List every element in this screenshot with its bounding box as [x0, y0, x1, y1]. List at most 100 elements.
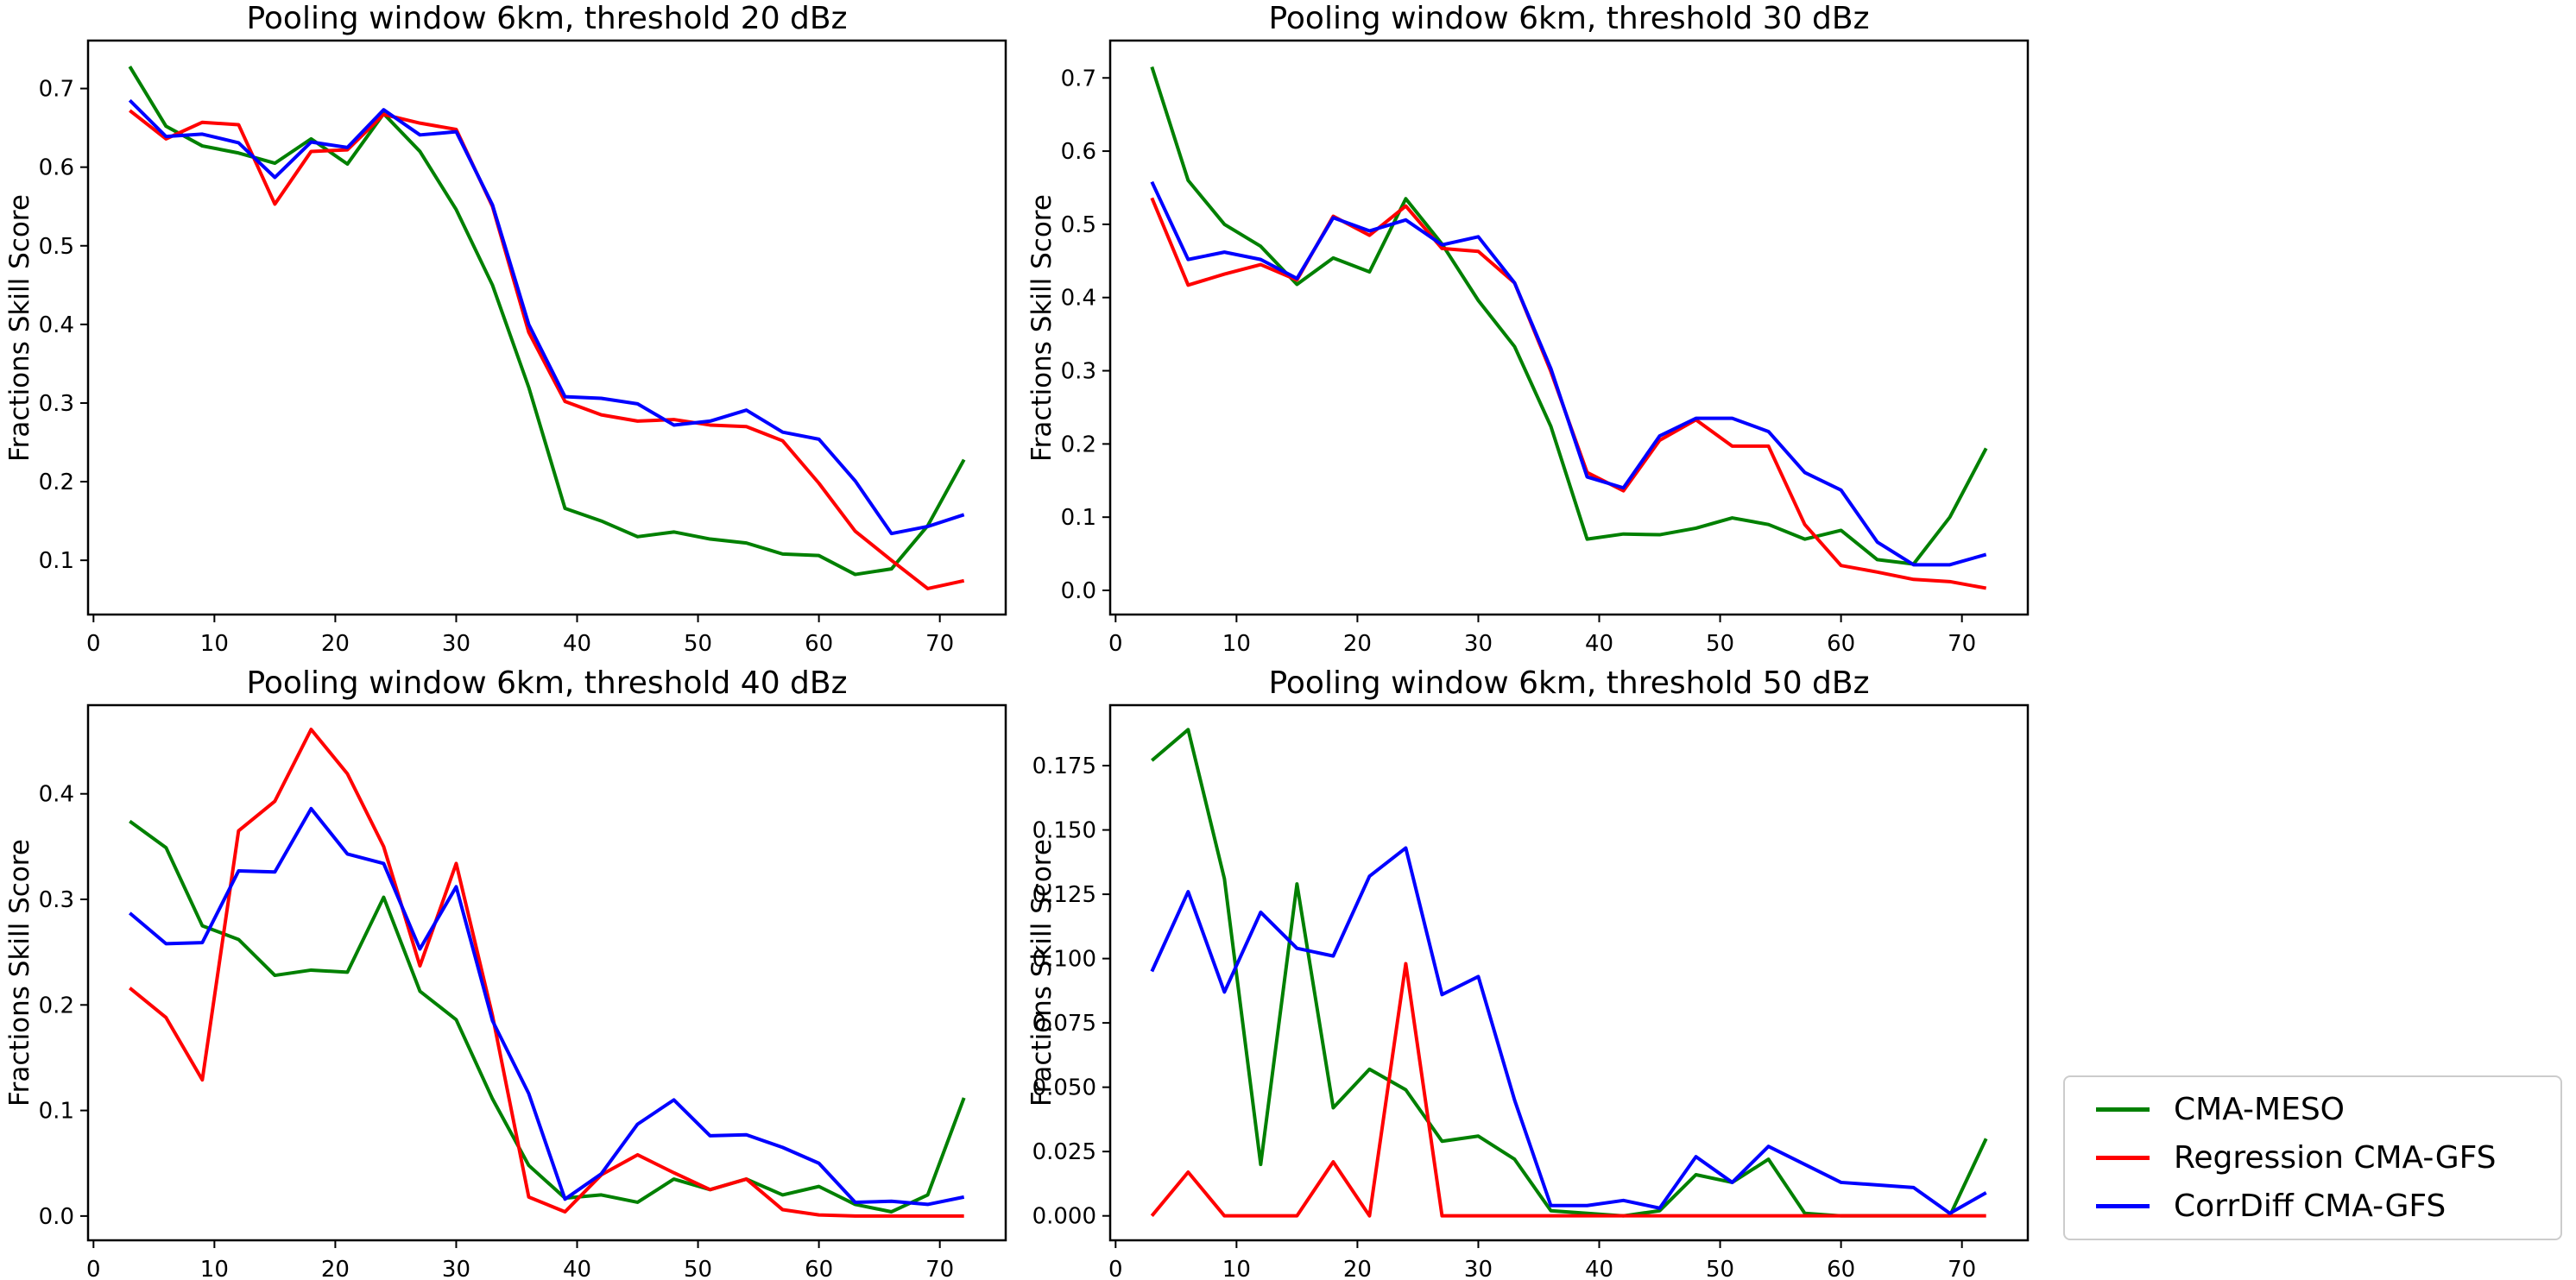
line-chart-threshold-30dbz: 0 10 20 30 40 50 60 70 0.0 0.1 0.2 0.3 0.4 0.5 0.6 0.7: [1061, 39, 2030, 657]
y-tick-label: 0.1: [1061, 505, 1096, 531]
x-tick-label: 50: [1706, 1257, 1734, 1280]
y-tick-label: 0.150: [1032, 818, 1096, 844]
y-tick-label: 0.1: [39, 548, 74, 574]
y-tick-label: 0.4: [39, 312, 74, 338]
x-tick-label: 10: [200, 1257, 229, 1280]
subplot-threshold-20dbz: Pooling window 6km, threshold 20 dBz Fra…: [4, 1, 1007, 657]
legend: CMA-MESO Regression CMA-GFS CorrDiff CMA…: [2063, 1075, 2562, 1240]
y-tick-label: 0.050: [1032, 1075, 1096, 1101]
x-tick-label: 40: [563, 631, 591, 657]
series-line-regression-cma-gfs: [1150, 197, 1987, 590]
plot-title: Pooling window 6km, threshold 40 dBz: [246, 665, 848, 701]
y-tick-label: 0.7: [1061, 66, 1096, 91]
y-tick-label: 0.2: [39, 993, 74, 1018]
y-tick-label: 0.3: [1061, 359, 1096, 385]
x-tick-label: 0: [86, 631, 101, 657]
axes-frame: [1108, 39, 2030, 616]
y-axis-label: Fractions Skill Score: [1026, 193, 1058, 462]
y-tick-label: 0.4: [39, 782, 74, 808]
subplot-threshold-30dbz: Pooling window 6km, threshold 30 dBz Fra…: [1026, 1, 2030, 657]
x-tick-label: 30: [442, 1257, 470, 1280]
x-tick-label: 20: [321, 1257, 350, 1280]
y-tick-label: 0.4: [1061, 286, 1096, 312]
x-tick-label: 60: [1827, 1257, 1855, 1280]
line-chart-threshold-20dbz: 0 10 20 30 40 50 60 70 0.1 0.2 0.3 0.4 0.5 0.6 0.7: [39, 39, 1007, 657]
y-tick-label: 0.7: [39, 77, 74, 103]
y-tick-label: 0.0: [39, 1204, 74, 1230]
y-tick-label: 0.025: [1032, 1139, 1096, 1165]
subplot-threshold-40dbz: Pooling window 6km, threshold 40 dBz Fra…: [4, 665, 1007, 1280]
y-tick-label: 0.6: [1061, 139, 1096, 165]
x-tick-label: 10: [1222, 1257, 1251, 1280]
x-tick-label: 10: [1222, 631, 1251, 657]
y-tick-label: 0.3: [39, 887, 74, 913]
x-tick-label: 30: [1464, 631, 1493, 657]
y-tick-label: 0.2: [1061, 432, 1096, 457]
series-line-cma-meso: [129, 819, 966, 1214]
x-tick-label: 20: [1343, 631, 1372, 657]
y-tick-label: 0.5: [1061, 212, 1096, 238]
y-tick-label: 0.5: [39, 234, 74, 260]
x-tick-label: 40: [1585, 631, 1613, 657]
line-chart-threshold-50dbz: 0 10 20 30 40 50 60 70 0.000 0.025 0.050 0.075 0.100…: [1032, 703, 2030, 1280]
x-tick-label: 0: [1108, 631, 1123, 657]
x-tick-label: 50: [684, 1257, 712, 1280]
x-tick-label: 20: [1343, 1257, 1372, 1280]
y-tick-label: 0.1: [39, 1099, 74, 1125]
series-line-corrdiff-cma-gfs: [128, 98, 965, 536]
plot-title: Pooling window 6km, threshold 20 dBz: [246, 1, 848, 36]
x-tick-label: 40: [563, 1257, 591, 1280]
y-tick-label: 0.0: [1061, 578, 1096, 604]
x-tick-label: 60: [1827, 631, 1855, 657]
y-tick-label: 0.075: [1032, 1011, 1096, 1037]
y-tick-label: 0.100: [1032, 947, 1096, 973]
blue-line-sample-icon: [2096, 1203, 2150, 1208]
x-tick-label: 10: [200, 631, 229, 657]
plot-title: Pooling window 6km, threshold 30 dBz: [1268, 1, 1870, 36]
x-tick-label: 60: [805, 631, 833, 657]
x-tick-label: 0: [86, 1257, 101, 1280]
x-tick-label: 0: [1108, 1257, 1123, 1280]
green-line-sample-icon: [2096, 1107, 2150, 1113]
y-tick-label: 0.125: [1032, 882, 1096, 908]
x-tick-label: 70: [1948, 631, 1976, 657]
y-tick-label: 0.3: [39, 391, 74, 417]
legend-item-corrdiff-cma-gfs: CorrDiff CMA-GFS: [2065, 1189, 2560, 1224]
x-tick-label: 70: [925, 631, 954, 657]
legend-label: CorrDiff CMA-GFS: [2174, 1188, 2447, 1224]
series-line-corrdiff-cma-gfs: [1150, 180, 1987, 567]
series-line-corrdiff-cma-gfs: [1150, 846, 1987, 1215]
plot-title: Pooling window 6km, threshold 50 dBz: [1268, 665, 1870, 701]
legend-label: Regression CMA-GFS: [2174, 1139, 2497, 1176]
y-tick-label: 0.000: [1032, 1204, 1096, 1230]
series-line-regression-cma-gfs: [129, 728, 964, 1218]
x-tick-label: 70: [1948, 1257, 1976, 1280]
series-line-corrdiff-cma-gfs: [129, 806, 965, 1207]
x-tick-label: 60: [805, 1257, 833, 1280]
x-tick-label: 70: [925, 1257, 954, 1280]
x-tick-label: 30: [1464, 1257, 1493, 1280]
legend-item-cma-meso: CMA-MESO: [2065, 1092, 2560, 1127]
legend-item-regression-cma-gfs: Regression CMA-GFS: [2065, 1140, 2560, 1176]
y-axis-label: Fractions Skill Score: [4, 193, 35, 462]
series-line-regression-cma-gfs: [1150, 962, 1986, 1218]
subplot-threshold-50dbz: Pooling window 6km, threshold 50 dBz Fra…: [1026, 665, 2030, 1280]
y-tick-label: 0.6: [39, 155, 74, 181]
axes-frame: [86, 39, 1007, 616]
y-tick-label: 0.2: [39, 470, 74, 495]
series-line-regression-cma-gfs: [129, 109, 965, 590]
y-tick-label: 0.175: [1032, 753, 1096, 779]
red-line-sample-icon: [2096, 1155, 2150, 1160]
line-chart-threshold-40dbz: 0 10 20 30 40 50 60 70 0.0 0.1 0.2 0.3 0.4: [39, 703, 1007, 1280]
x-tick-label: 40: [1585, 1257, 1613, 1280]
series-line-cma-meso: [128, 66, 966, 577]
series-line-cma-meso: [1151, 728, 1988, 1218]
y-axis-label: Fractions Skill Score: [4, 839, 35, 1107]
x-tick-label: 50: [684, 631, 712, 657]
axes-frame: [1108, 703, 2030, 1242]
x-tick-label: 50: [1706, 631, 1734, 657]
x-tick-label: 30: [442, 631, 470, 657]
x-tick-label: 20: [321, 631, 350, 657]
axes-frame: [86, 703, 1007, 1242]
series-line-cma-meso: [1150, 66, 1988, 566]
